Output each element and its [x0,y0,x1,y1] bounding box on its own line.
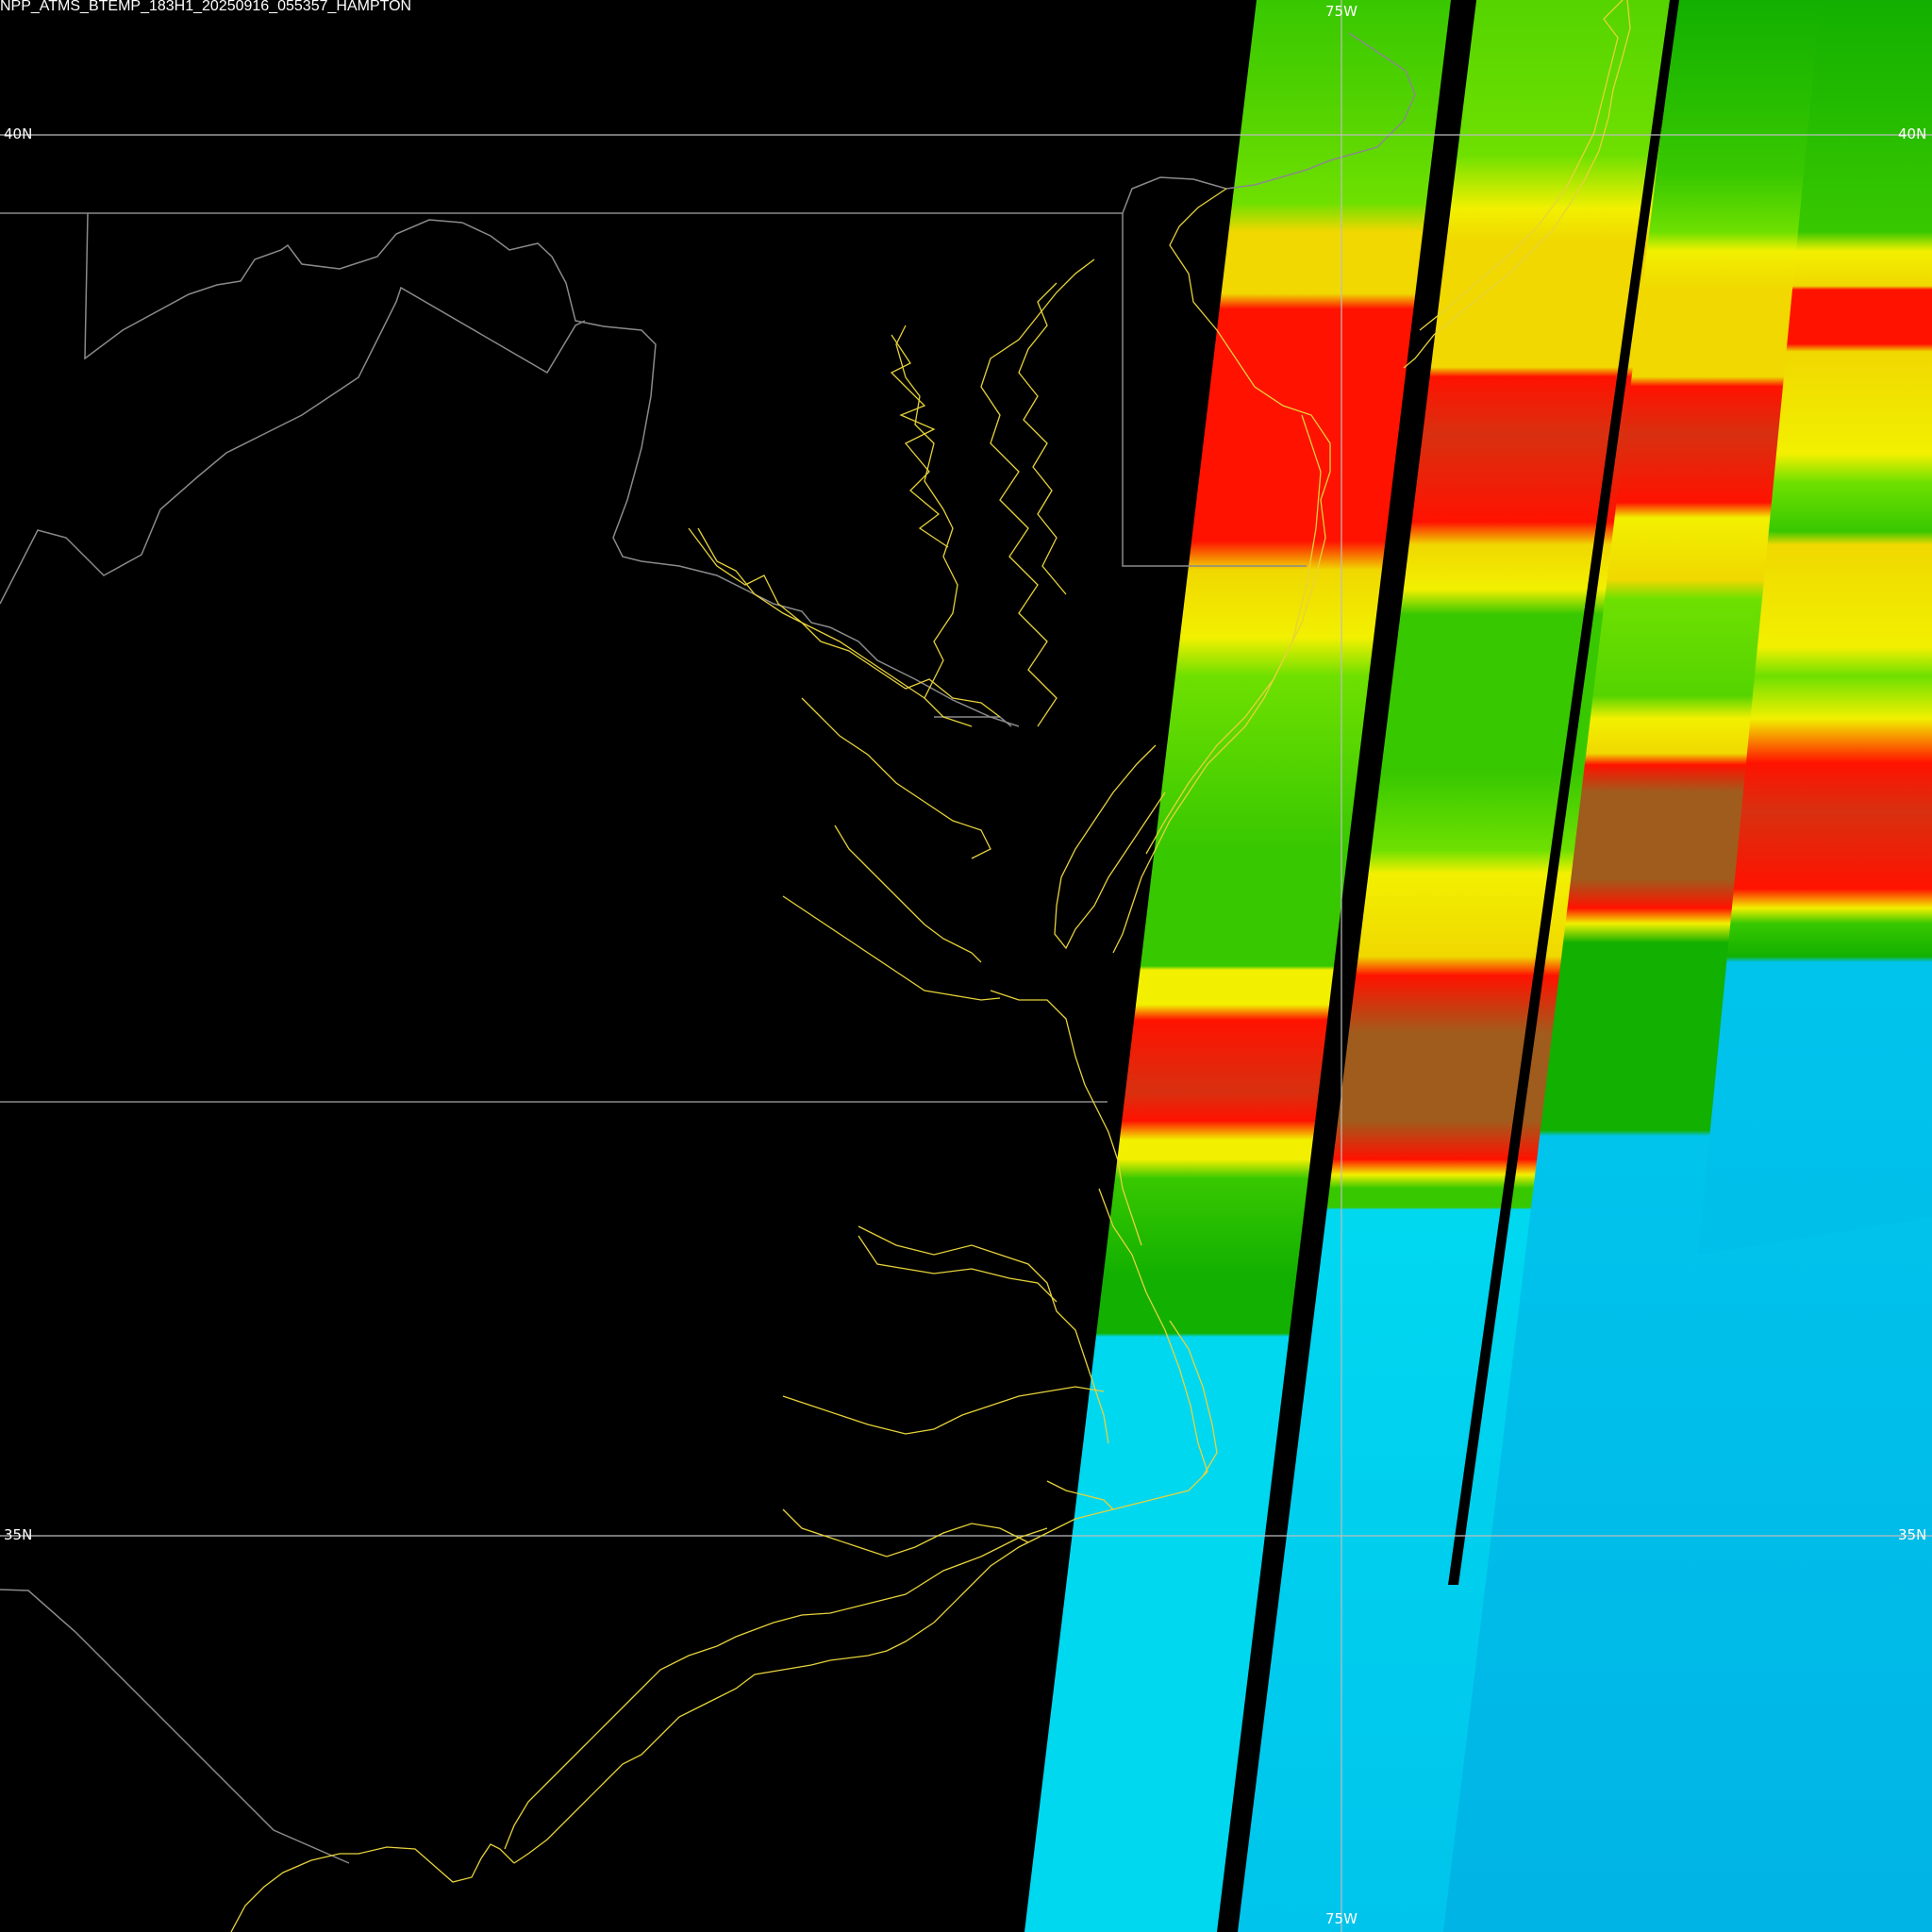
swath-gap-2 [1448,0,1679,1585]
swath-strip-1 [1024,0,1453,1932]
lat-label-40n-right: 40N [1898,125,1927,142]
swath-strip-4 [1698,0,1932,1255]
swath-gap-1 [1217,0,1476,1932]
lat-label-40n-left: 40N [4,125,33,142]
product-title: NPP_ATMS_BTEMP_183H1_20250916_055357_HAM… [0,0,412,14]
coastlines [230,0,1631,1932]
lat-label-35n-right: 35N [1898,1526,1927,1543]
swath-strip-2 [1224,0,1676,1932]
political-borders [0,32,1416,1864]
lat-label-35n-left: 35N [4,1526,33,1543]
lon-label-75w-top: 75W [1325,3,1357,20]
lon-label-75w-bottom: 75W [1325,1910,1357,1927]
